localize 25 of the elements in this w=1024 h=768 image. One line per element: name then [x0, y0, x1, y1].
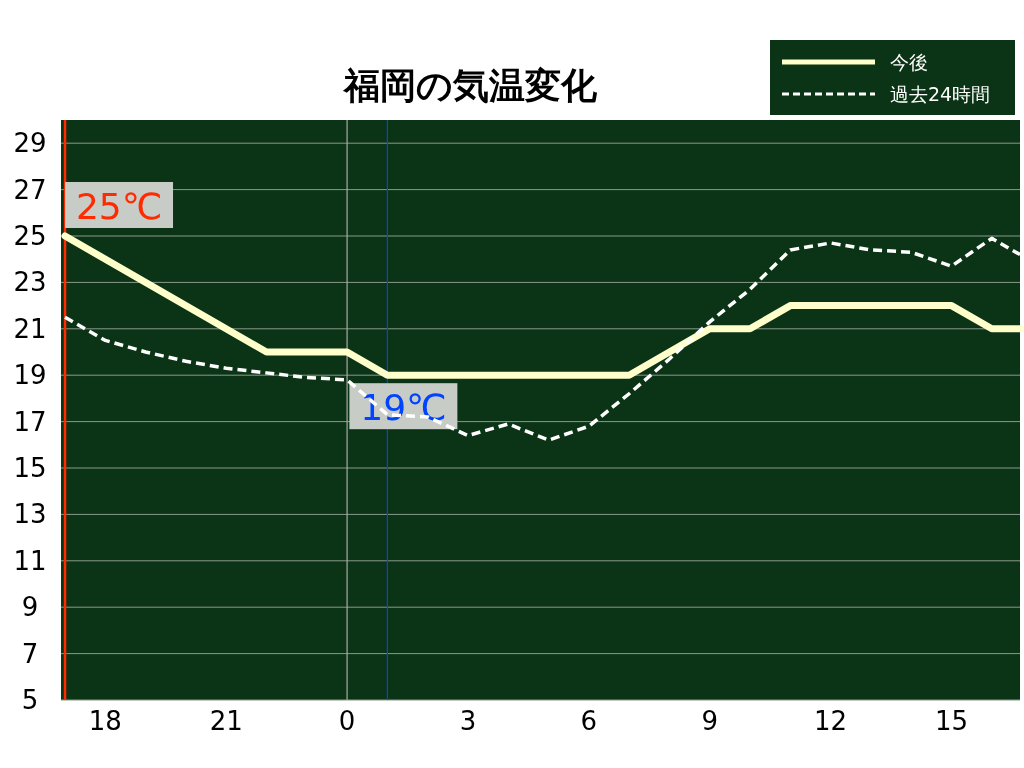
x-tick-label: 6 — [580, 706, 598, 736]
y-tick-label: 19 — [13, 360, 47, 391]
x-tick-label: 21 — [209, 706, 243, 736]
y-tick-label: 29 — [13, 128, 47, 159]
x-tick-label: 15 — [934, 706, 969, 736]
y-tick-label: 27 — [13, 174, 47, 205]
x-tick-label: 18 — [88, 706, 122, 736]
y-tick-label: 9 — [21, 592, 39, 623]
y-tick-label: 5 — [21, 685, 39, 715]
x-tick-label: 12 — [814, 706, 848, 736]
ref-line-label: 25℃ — [75, 186, 163, 227]
legend-label: 過去24時間 — [890, 83, 991, 105]
y-tick-label: 23 — [13, 267, 47, 298]
y-tick-label: 7 — [21, 638, 39, 669]
y-tick-label: 13 — [13, 499, 47, 530]
chart-title: 福岡の気温変化 — [341, 65, 598, 106]
x-tick-label: 9 — [701, 706, 719, 736]
y-tick-label: 11 — [13, 545, 47, 576]
y-tick-label: 25 — [13, 221, 47, 251]
y-tick-label: 15 — [13, 453, 47, 483]
x-tick-label: 3 — [459, 706, 477, 736]
y-tick-label: 21 — [13, 313, 47, 344]
x-tick-label: 0 — [338, 706, 356, 736]
y-tick-label: 17 — [13, 406, 47, 437]
legend-label: 今後 — [890, 51, 928, 73]
